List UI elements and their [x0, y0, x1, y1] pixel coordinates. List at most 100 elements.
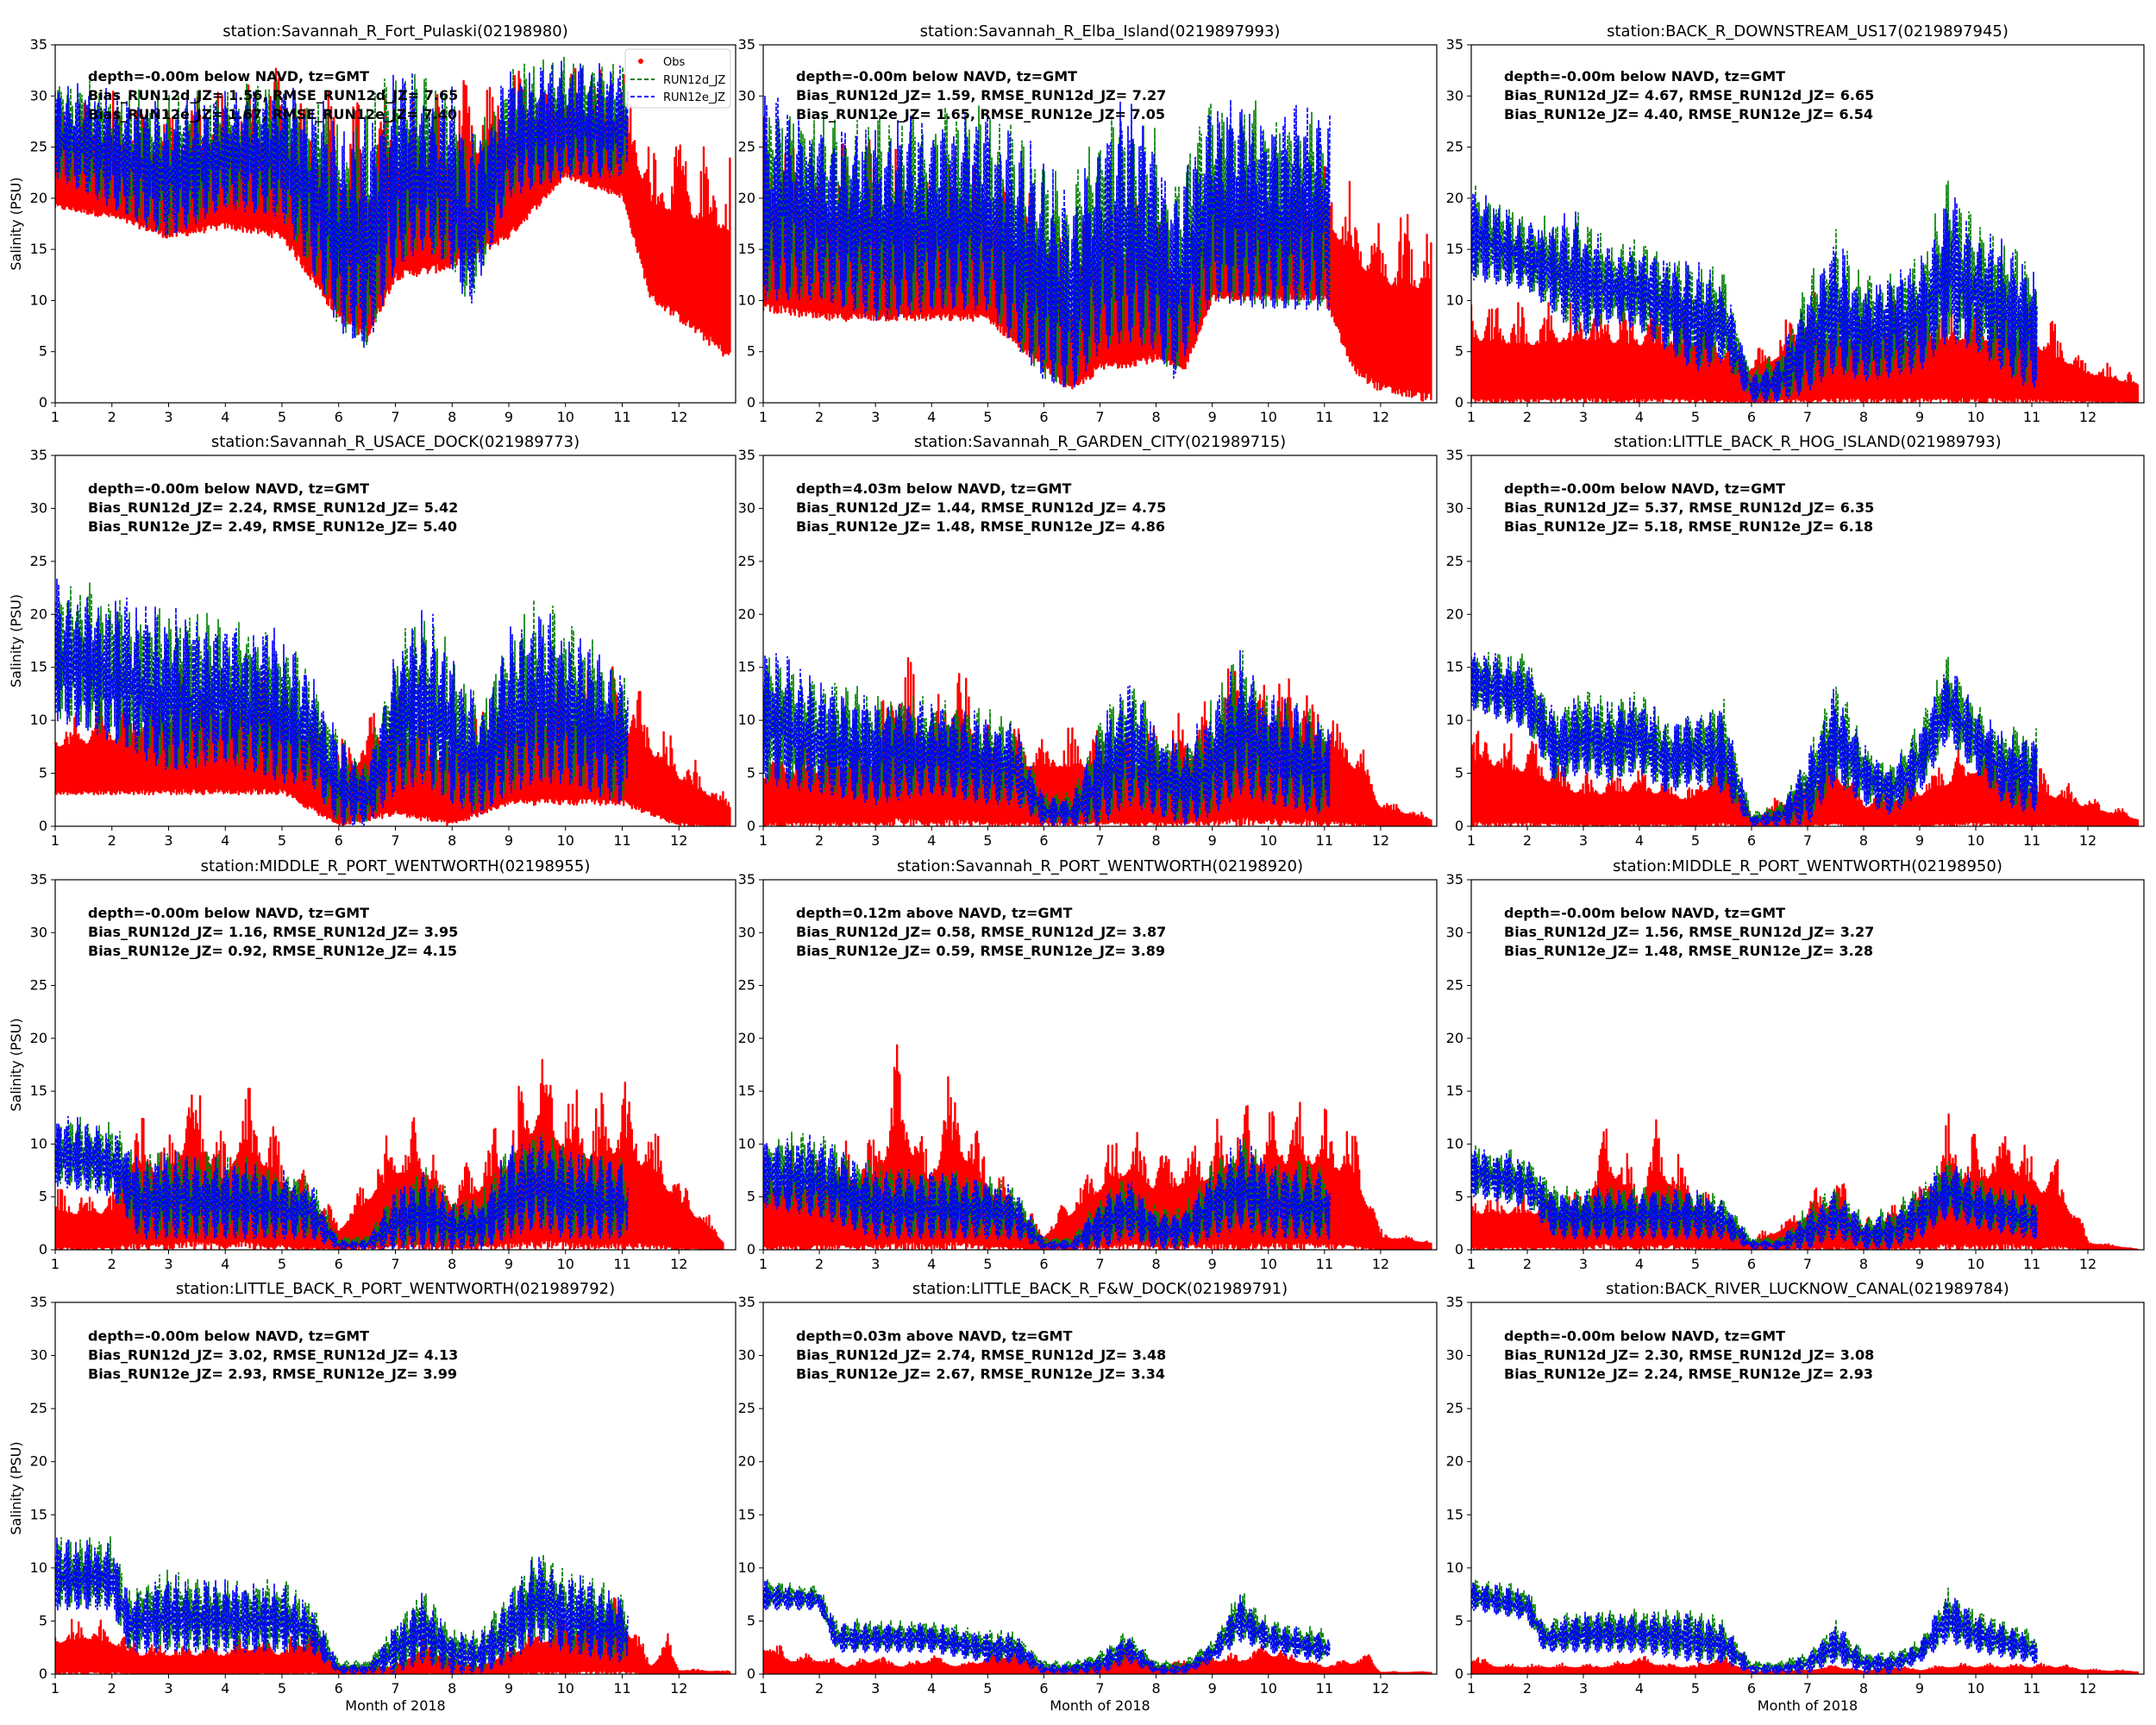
run12e-series: [1471, 652, 2038, 826]
plot-area: [763, 1578, 1432, 1674]
subplot-title: station:MIDDLE_R_PORT_WENTWORTH(02198950…: [1613, 857, 2002, 875]
x-tick-label: 5: [1691, 409, 1700, 425]
stats-run12e: Bias_RUN12e_JZ= 1.65, RMSE_RUN12e_JZ= 7.…: [796, 106, 1165, 122]
y-tick-label: 15: [30, 241, 47, 257]
x-tick-label: 5: [278, 409, 286, 425]
run12e-series: [763, 1133, 1331, 1250]
x-tick-label: 5: [1691, 832, 1700, 849]
subplot-title: station:LITTLE_BACK_R_HOG_ISLAND(0219897…: [1614, 433, 2001, 451]
y-axis-label: Salinity (PSU): [8, 1018, 24, 1111]
y-tick-label: 35: [738, 447, 755, 463]
run12e-series: [55, 1537, 629, 1674]
y-tick-label: 25: [30, 1400, 47, 1416]
x-tick-label: 8: [1151, 1256, 1160, 1272]
x-tick-label: 12: [2079, 1680, 2096, 1697]
y-tick-label: 20: [1446, 190, 1463, 206]
y-tick-label: 15: [1446, 659, 1463, 675]
y-tick-label: 20: [30, 190, 47, 206]
y-tick-label: 0: [39, 1241, 47, 1258]
y-tick-label: 10: [738, 1559, 755, 1576]
y-tick-label: 15: [30, 1082, 47, 1099]
x-tick-label: 11: [613, 832, 630, 849]
x-tick-label: 3: [164, 1256, 172, 1272]
y-tick-label: 30: [1446, 1347, 1463, 1364]
y-tick-label: 5: [747, 343, 755, 360]
x-tick-label: 11: [613, 1256, 630, 1272]
x-tick-label: 3: [1579, 409, 1588, 425]
x-tick-label: 11: [613, 1680, 630, 1697]
y-tick-label: 5: [39, 1189, 47, 1205]
subplot-title: station:Savannah_R_GARDEN_CITY(021989715…: [914, 433, 1286, 451]
depth-annotation: depth=-0.00m below NAVD, tz=GMT: [88, 905, 369, 921]
x-tick-label: 2: [1523, 1680, 1532, 1697]
legend-box: [624, 48, 731, 109]
y-tick-label: 10: [738, 292, 755, 308]
x-tick-label: 3: [1579, 832, 1588, 849]
x-tick-label: 10: [1260, 409, 1277, 425]
stats-run12d: Bias_RUN12d_JZ= 1.56, RMSE_RUN12d_JZ= 3.…: [1504, 924, 1874, 940]
x-tick-label: 12: [670, 409, 687, 425]
depth-annotation: depth=0.12m above NAVD, tz=GMT: [796, 905, 1072, 921]
x-tick-label: 7: [1095, 1256, 1104, 1272]
x-tick-label: 8: [448, 1256, 456, 1272]
x-tick-label: 6: [1747, 1256, 1756, 1272]
x-tick-label: 8: [1859, 832, 1868, 849]
subplot-title: station:Savannah_R_USACE_DOCK(021989773): [211, 433, 580, 451]
x-tick-label: 5: [1691, 1256, 1700, 1272]
x-tick-label: 12: [670, 1256, 687, 1272]
x-tick-label: 4: [927, 1256, 936, 1272]
x-tick-label: 1: [759, 1256, 768, 1272]
subplot-title: station:Savannah_R_Elba_Island(021989799…: [920, 22, 1281, 41]
x-tick-label: 1: [759, 1680, 768, 1697]
y-tick-label: 20: [1446, 1453, 1463, 1470]
y-tick-label: 5: [39, 343, 47, 360]
x-tick-label: 6: [1039, 1680, 1048, 1697]
y-tick-label: 30: [1446, 87, 1463, 104]
x-tick-label: 4: [927, 832, 936, 849]
stats-run12d: Bias_RUN12d_JZ= 2.30, RMSE_RUN12d_JZ= 3.…: [1504, 1346, 1874, 1363]
y-tick-label: 30: [1446, 924, 1463, 940]
subplot-11: station:LITTLE_BACK_R_F&W_DOCK(021989791…: [738, 1280, 1438, 1714]
run12e-series: [55, 578, 629, 826]
x-tick-label: 9: [1208, 832, 1217, 849]
x-tick-label: 2: [108, 832, 116, 849]
x-tick-label: 5: [1691, 1680, 1700, 1697]
x-tick-label: 2: [815, 832, 824, 849]
y-tick-label: 15: [1446, 1506, 1463, 1522]
x-tick-label: 5: [278, 1680, 286, 1697]
plot-area: [55, 1536, 731, 1674]
x-tick-label: 6: [1039, 1256, 1048, 1272]
x-tick-label: 10: [1260, 1256, 1277, 1272]
x-tick-label: 1: [759, 409, 768, 425]
x-tick-label: 10: [1260, 1680, 1277, 1697]
y-tick-label: 35: [30, 871, 47, 888]
run12e-series: [55, 60, 629, 348]
run12e-series: [763, 96, 1331, 388]
x-tick-label: 12: [670, 1680, 687, 1697]
y-tick-label: 5: [747, 765, 755, 781]
obs-series: [1471, 1655, 2139, 1674]
legend-obs-label: Obs: [663, 56, 685, 69]
stats-run12e: Bias_RUN12e_JZ= 0.59, RMSE_RUN12e_JZ= 3.…: [796, 943, 1165, 959]
x-tick-label: 11: [2023, 832, 2040, 849]
x-tick-label: 2: [108, 1256, 116, 1272]
x-tick-label: 1: [1467, 1256, 1476, 1272]
stats-run12d: Bias_RUN12d_JZ= 2.24, RMSE_RUN12d_JZ= 5.…: [88, 499, 458, 516]
y-tick-label: 5: [747, 1189, 755, 1205]
y-tick-label: 0: [1455, 1665, 1463, 1682]
x-tick-label: 8: [1151, 1680, 1160, 1697]
y-tick-label: 0: [1455, 818, 1463, 834]
y-tick-label: 10: [1446, 712, 1463, 728]
plot-area: [1471, 1113, 2139, 1250]
x-tick-label: 6: [1039, 409, 1048, 425]
y-tick-label: 30: [738, 924, 755, 940]
stats-run12e: Bias_RUN12e_JZ= 0.92, RMSE_RUN12e_JZ= 4.…: [88, 943, 457, 959]
stats-run12e: Bias_RUN12e_JZ= 2.24, RMSE_RUN12e_JZ= 2.…: [1504, 1365, 1873, 1382]
subplot-9: station:MIDDLE_R_PORT_WENTWORTH(02198950…: [1446, 857, 2145, 1272]
depth-annotation: depth=-0.00m below NAVD, tz=GMT: [1504, 480, 1785, 497]
x-tick-label: 9: [1915, 1680, 1924, 1697]
stats-run12e: Bias_RUN12e_JZ= 2.49, RMSE_RUN12e_JZ= 5.…: [88, 518, 457, 535]
depth-annotation: depth=-0.00m below NAVD, tz=GMT: [88, 480, 369, 497]
y-tick-label: 15: [1446, 241, 1463, 257]
